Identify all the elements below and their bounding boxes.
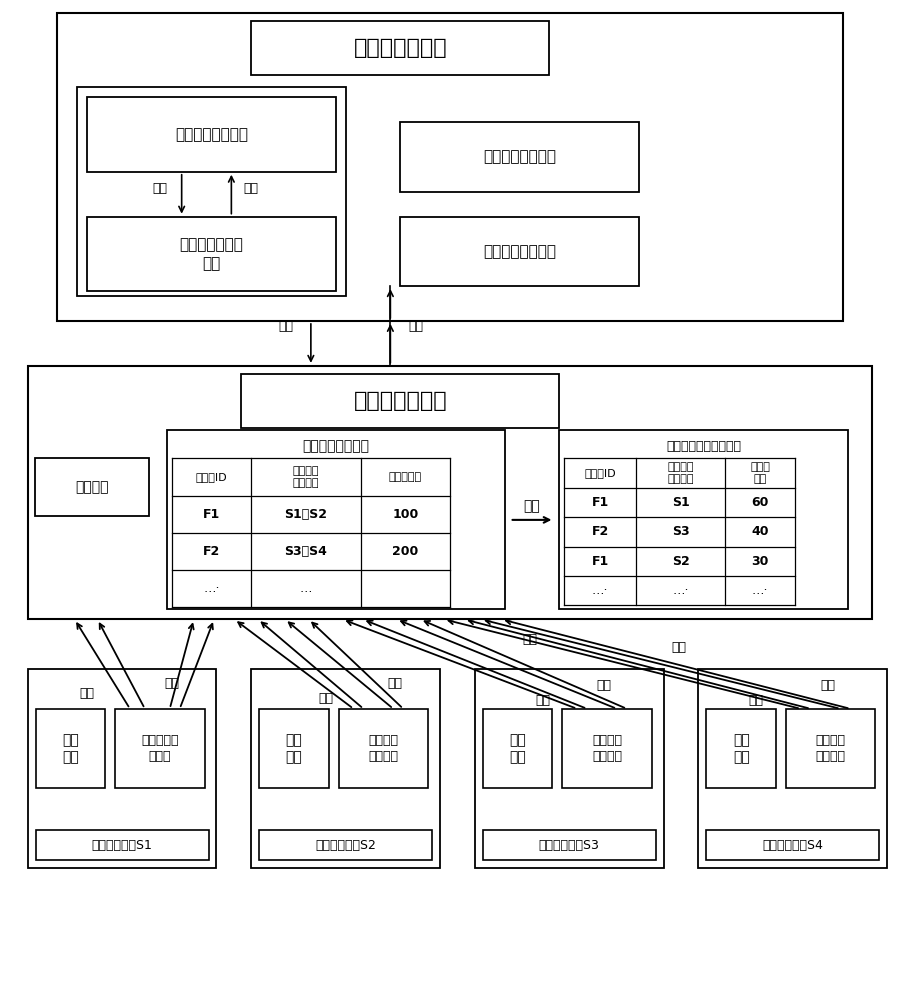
Text: 注册: 注册 <box>535 694 550 707</box>
Text: 许可项ID: 许可项ID <box>584 468 616 478</box>
Text: 许可消耗汇总界面: 许可消耗汇总界面 <box>483 244 556 259</box>
Text: 注册: 注册 <box>749 694 764 707</box>
Text: …·: …· <box>204 582 220 595</box>
Text: 许可申请代
理模块: 许可申请代 理模块 <box>141 734 178 763</box>
Bar <box>35 709 105 788</box>
Text: 返回: 返回 <box>244 182 259 195</box>
Text: 许可申请
代理模块: 许可申请 代理模块 <box>592 734 622 763</box>
Text: 许可对象系统S2: 许可对象系统S2 <box>315 839 376 852</box>
Bar <box>28 366 872 619</box>
Text: F2: F2 <box>591 525 609 538</box>
Text: S3、S4: S3、S4 <box>285 545 327 558</box>
Text: 注册: 注册 <box>80 687 95 700</box>
Text: F1: F1 <box>203 508 220 521</box>
Text: 注册: 注册 <box>318 692 333 705</box>
Bar <box>34 458 149 516</box>
Text: 许可申请
代理模块: 许可申请 代理模块 <box>369 734 398 763</box>
Text: 许可控制服务端: 许可控制服务端 <box>353 391 447 411</box>
Bar <box>698 669 887 868</box>
Text: 鉴权: 鉴权 <box>522 633 537 646</box>
Bar <box>251 21 550 75</box>
Bar <box>483 709 552 788</box>
Bar <box>259 830 432 860</box>
Bar <box>560 430 848 609</box>
Text: 检查: 检查 <box>152 182 168 195</box>
Text: 许可对象系统S1: 许可对象系统S1 <box>92 839 152 852</box>
Text: 许可对象
系统编码: 许可对象 系统编码 <box>668 462 694 484</box>
Bar <box>77 87 346 296</box>
Text: F2: F2 <box>203 545 220 558</box>
Text: F1: F1 <box>591 496 609 509</box>
Text: 回应: 回应 <box>408 320 423 333</box>
Text: 许可申请
代理模块: 许可申请 代理模块 <box>815 734 846 763</box>
Text: 许可对象系统S3: 许可对象系统S3 <box>539 839 600 852</box>
Text: 业务
模块: 业务 模块 <box>286 733 303 764</box>
Text: 许可合法性检查
模块: 许可合法性检查 模块 <box>179 237 243 271</box>
Bar <box>167 430 505 609</box>
Bar <box>706 709 776 788</box>
Bar <box>400 217 639 286</box>
Text: 30: 30 <box>751 555 769 568</box>
Text: 100: 100 <box>392 508 418 521</box>
Bar <box>87 97 336 172</box>
Bar <box>241 374 560 428</box>
Bar <box>35 830 208 860</box>
Text: 许可控制客户端: 许可控制客户端 <box>353 38 447 58</box>
Bar <box>259 709 329 788</box>
Bar <box>339 709 428 788</box>
Text: 许可对象
系统编码: 许可对象 系统编码 <box>293 466 319 488</box>
Bar <box>475 669 664 868</box>
Text: …·: …· <box>672 584 689 597</box>
Text: 许可共享值: 许可共享值 <box>388 472 422 482</box>
Text: …·: …· <box>751 584 769 597</box>
Text: 注册模块: 注册模块 <box>75 480 108 494</box>
Bar <box>400 122 639 192</box>
Text: 导入许可文件界面: 导入许可文件界面 <box>175 127 248 142</box>
Text: 业务
模块: 业务 模块 <box>62 733 78 764</box>
Text: 200: 200 <box>392 545 418 558</box>
Text: …·: …· <box>592 584 608 597</box>
Bar <box>483 830 656 860</box>
Bar <box>28 669 216 868</box>
Bar <box>115 709 205 788</box>
Text: 鉴权: 鉴权 <box>820 679 835 692</box>
Text: F1: F1 <box>591 555 609 568</box>
Text: 60: 60 <box>751 496 769 509</box>
Bar <box>251 669 440 868</box>
Bar <box>706 830 879 860</box>
Text: 许可对象系统S4: 许可对象系统S4 <box>762 839 824 852</box>
Text: S1、S2: S1、S2 <box>285 508 327 521</box>
Text: 请求: 请求 <box>278 320 293 333</box>
Bar <box>786 709 876 788</box>
Text: 更新: 更新 <box>523 499 541 513</box>
Text: 当前消
耗值: 当前消 耗值 <box>751 462 770 484</box>
Bar <box>562 709 651 788</box>
Text: S3: S3 <box>672 525 689 538</box>
Text: 许可内容展现界面: 许可内容展现界面 <box>483 149 556 164</box>
Text: 许可授权实时消耗情况: 许可授权实时消耗情况 <box>666 440 741 453</box>
Bar <box>87 217 336 291</box>
Text: 业务
模块: 业务 模块 <box>733 733 750 764</box>
Text: …: … <box>300 582 312 595</box>
Text: 业务
模块: 业务 模块 <box>509 733 526 764</box>
Text: 鉴权: 鉴权 <box>387 677 403 690</box>
Text: 鉴权: 鉴权 <box>164 677 179 690</box>
Text: 鉴权: 鉴权 <box>596 679 612 692</box>
Text: S2: S2 <box>672 555 689 568</box>
Text: S1: S1 <box>672 496 689 509</box>
Text: 许可授权控制模块: 许可授权控制模块 <box>302 439 369 453</box>
Text: 鉴权: 鉴权 <box>671 641 686 654</box>
Text: 许可项ID: 许可项ID <box>196 472 227 482</box>
Text: 40: 40 <box>751 525 769 538</box>
Bar <box>58 13 842 321</box>
